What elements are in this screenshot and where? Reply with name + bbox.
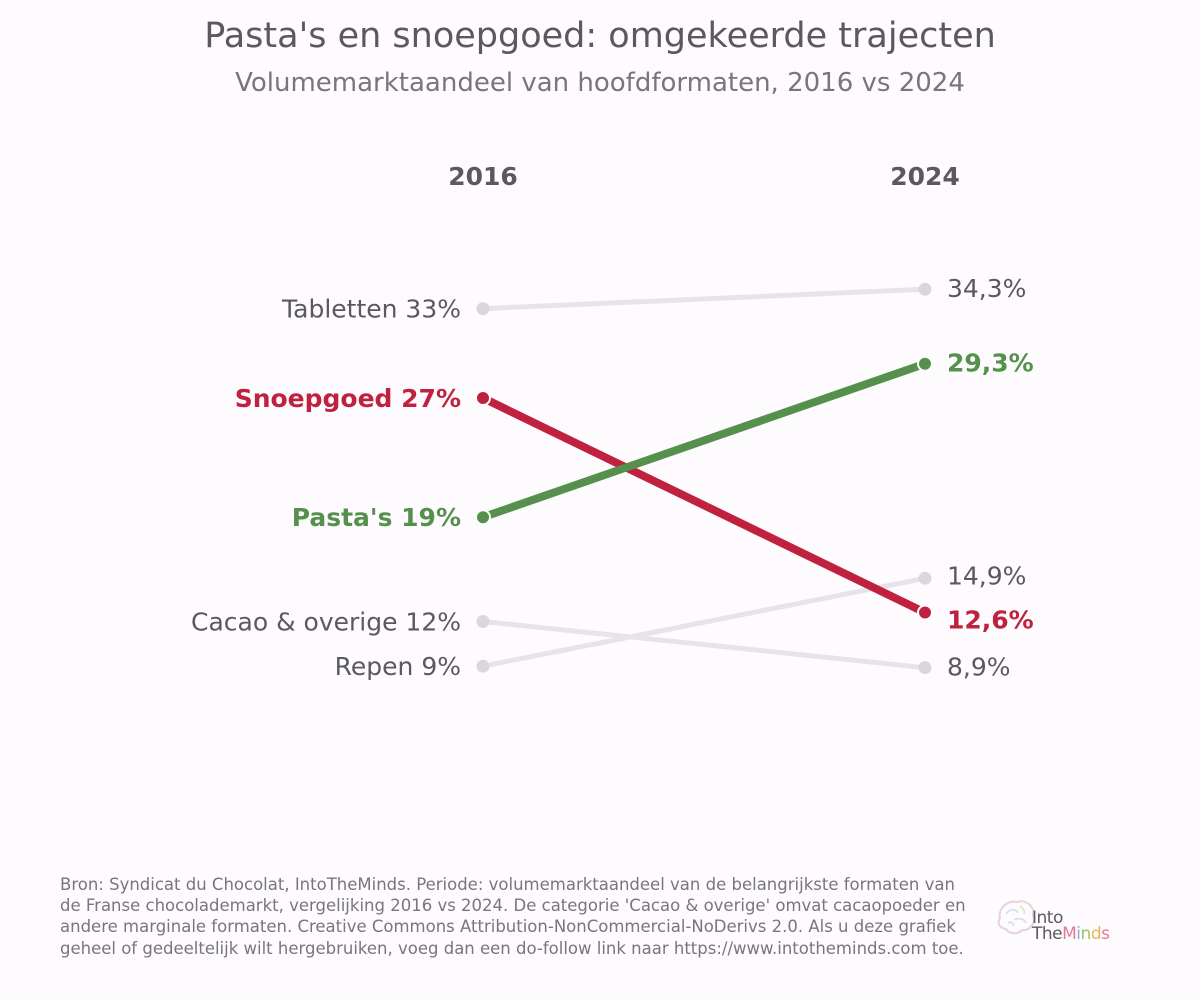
start-label: Repen 9% (335, 652, 461, 681)
highlight-series-layer: Snoepgoed 27% 12,6% Pasta's 19% 29,3% (235, 349, 1034, 635)
end-point (917, 355, 933, 372)
end-point (918, 571, 932, 585)
x-label-start: 2016 (448, 162, 518, 191)
series-tabletten: Tabletten 33% 34,3% (281, 274, 1026, 323)
brand-prefix: The (1032, 924, 1063, 944)
series-cacao-and-overige: Cacao & overige 12% 8,9% (191, 608, 1011, 682)
end-point (917, 604, 933, 621)
x-label-end: 2024 (890, 162, 960, 191)
start-label: Snoepgoed 27% (235, 384, 461, 413)
end-label: 8,9% (947, 653, 1011, 682)
brain-icon (997, 900, 1035, 935)
chart-subtitle: Volumemarktaandeel van hoofdformaten, 20… (235, 68, 965, 98)
end-point (918, 661, 932, 675)
end-label: 34,3% (947, 274, 1026, 303)
series-snoepgoed: Snoepgoed 27% 12,6% (235, 384, 1034, 635)
chart-title: Pasta's en snoepgoed: omgekeerde traject… (204, 16, 996, 56)
series-line (479, 359, 929, 522)
start-label: Tabletten 33% (281, 295, 461, 324)
brand-letter: s (1101, 924, 1110, 944)
start-point (475, 390, 491, 406)
series-line (480, 286, 928, 312)
brand-letter: d (1090, 924, 1102, 944)
brand-letter: M (1062, 924, 1077, 944)
start-point (476, 659, 490, 673)
start-point (475, 509, 491, 526)
series-line (479, 394, 929, 617)
brand-name-line2: TheMinds (1032, 924, 1110, 944)
end-label: 12,6% (947, 606, 1034, 635)
end-label: 29,3% (947, 349, 1034, 378)
start-label: Pasta's 19% (292, 503, 461, 532)
end-label: 14,9% (947, 561, 1026, 590)
series-line (480, 619, 928, 671)
context-series-layer: Tabletten 33% 34,3% Cacao & overige 12% 8,9… (191, 274, 1026, 681)
start-point (476, 615, 490, 628)
start-point (476, 302, 490, 316)
brand-letter: n (1080, 924, 1092, 944)
start-label: Cacao & overige 12% (191, 608, 461, 637)
brand-logo: Into TheMinds (994, 894, 1134, 950)
series-repen: Repen 9% 14,9% (335, 561, 1027, 681)
series-line (480, 575, 928, 669)
brand-name-line1: Into (1032, 908, 1063, 928)
end-point (918, 282, 932, 296)
series-pasta-s: Pasta's 19% 29,3% (292, 349, 1034, 532)
source-note: Bron: Syndicat du Chocolat, IntoTheMinds… (60, 875, 966, 958)
brand-letter: i (1076, 924, 1081, 944)
